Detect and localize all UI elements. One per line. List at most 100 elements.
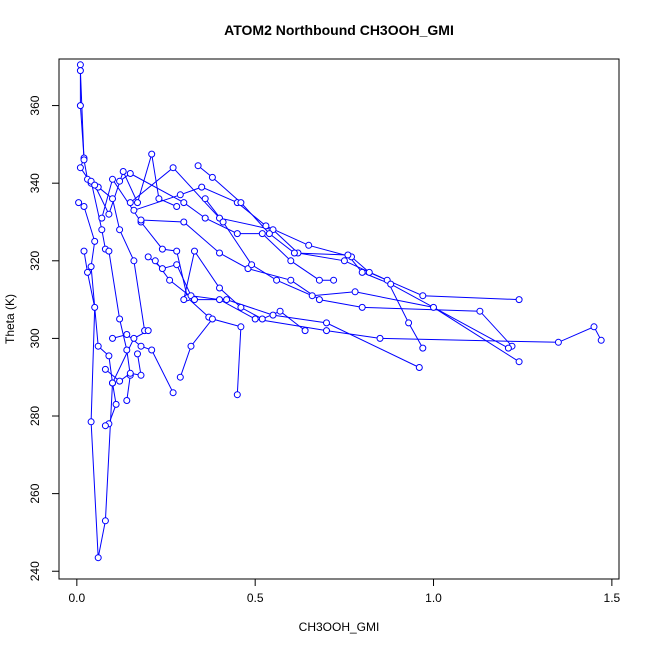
data-point [273, 276, 281, 284]
y-axis-label: Theta (K) [3, 294, 17, 344]
data-point [101, 422, 109, 430]
data-point [504, 344, 512, 352]
data-point [158, 265, 166, 273]
data-point [554, 338, 562, 346]
data-point [173, 247, 181, 255]
series-line [133, 186, 520, 301]
data-point [194, 162, 202, 170]
data-point [130, 257, 138, 265]
data-point [208, 173, 216, 181]
data-point [123, 397, 131, 404]
data-point [151, 257, 159, 265]
data-point [180, 218, 188, 226]
y-tick-label: 260 [28, 483, 42, 503]
data-point [415, 364, 423, 371]
data-point [80, 156, 88, 164]
data-point [173, 261, 181, 269]
data-point [597, 336, 605, 344]
data-point [180, 199, 188, 207]
data-point [126, 199, 134, 207]
data-point [126, 369, 134, 377]
data-point [191, 296, 198, 304]
y-tick-label: 300 [28, 328, 42, 348]
data-point [269, 311, 277, 319]
data-point [119, 168, 127, 175]
chart-title: ATOM2 Northbound CH3OOH_GMI [224, 22, 454, 38]
data-point [515, 296, 523, 304]
data-point [123, 346, 131, 354]
data-point [176, 191, 184, 199]
data-point [180, 296, 188, 304]
data-point [91, 181, 99, 189]
data-point [173, 203, 181, 210]
data-point [166, 276, 174, 284]
data-point [216, 284, 223, 292]
data-point [223, 296, 231, 304]
data-point [130, 206, 138, 214]
series-line [78, 202, 117, 427]
data-point [430, 303, 437, 311]
data-point [137, 371, 145, 379]
data-point [148, 150, 156, 158]
data-point [323, 327, 330, 335]
data-point [109, 195, 116, 203]
data-point [109, 175, 116, 183]
data-point [148, 346, 156, 354]
data-point [237, 303, 245, 311]
data-point [340, 257, 348, 265]
data-point [191, 247, 198, 255]
data-point [290, 249, 298, 257]
data-point [233, 391, 241, 399]
data-point [76, 61, 84, 69]
y-tick-label: 280 [28, 406, 42, 426]
data-point [233, 230, 241, 238]
data-point [169, 164, 177, 172]
data-point [105, 247, 113, 255]
data-point [116, 315, 124, 323]
data-point [98, 214, 106, 222]
data-point [387, 280, 395, 288]
series-points [75, 61, 605, 562]
data-point [287, 276, 295, 284]
x-axis: 0.0 0.5 1.0 1.5 [68, 578, 621, 605]
series-line [204, 198, 520, 363]
data-point [301, 327, 309, 335]
x-tick-label: 1.5 [604, 591, 621, 605]
data-point [94, 342, 102, 350]
data-point [155, 195, 163, 203]
y-tick-label: 360 [28, 95, 42, 115]
data-point [419, 344, 427, 352]
data-point [137, 342, 145, 350]
data-point [344, 251, 352, 259]
data-point [323, 319, 330, 327]
x-axis-label: CH3OOH_GMI [299, 620, 380, 634]
data-point [476, 307, 484, 315]
data-point [248, 261, 256, 269]
data-point [419, 292, 427, 300]
data-point [208, 315, 216, 323]
data-point [101, 517, 109, 525]
data-point [219, 218, 227, 226]
data-point [276, 307, 284, 315]
data-point [144, 327, 152, 335]
data-point [109, 379, 116, 387]
y-axis: 240 260 280 300 320 340 360 [28, 95, 60, 581]
data-point [80, 247, 88, 255]
data-point [216, 249, 223, 257]
data-point [116, 177, 124, 185]
data-point [130, 334, 138, 342]
data-point [237, 323, 245, 331]
data-point [105, 352, 113, 360]
data-point [330, 276, 338, 284]
data-point [365, 268, 373, 276]
data-point [76, 67, 84, 75]
data-point [91, 303, 99, 311]
y-tick-label: 320 [28, 250, 42, 270]
data-point [515, 358, 523, 366]
data-point [76, 102, 84, 110]
data-point [287, 257, 295, 265]
data-point [80, 203, 88, 210]
data-point [198, 183, 206, 191]
data-point [351, 288, 359, 296]
